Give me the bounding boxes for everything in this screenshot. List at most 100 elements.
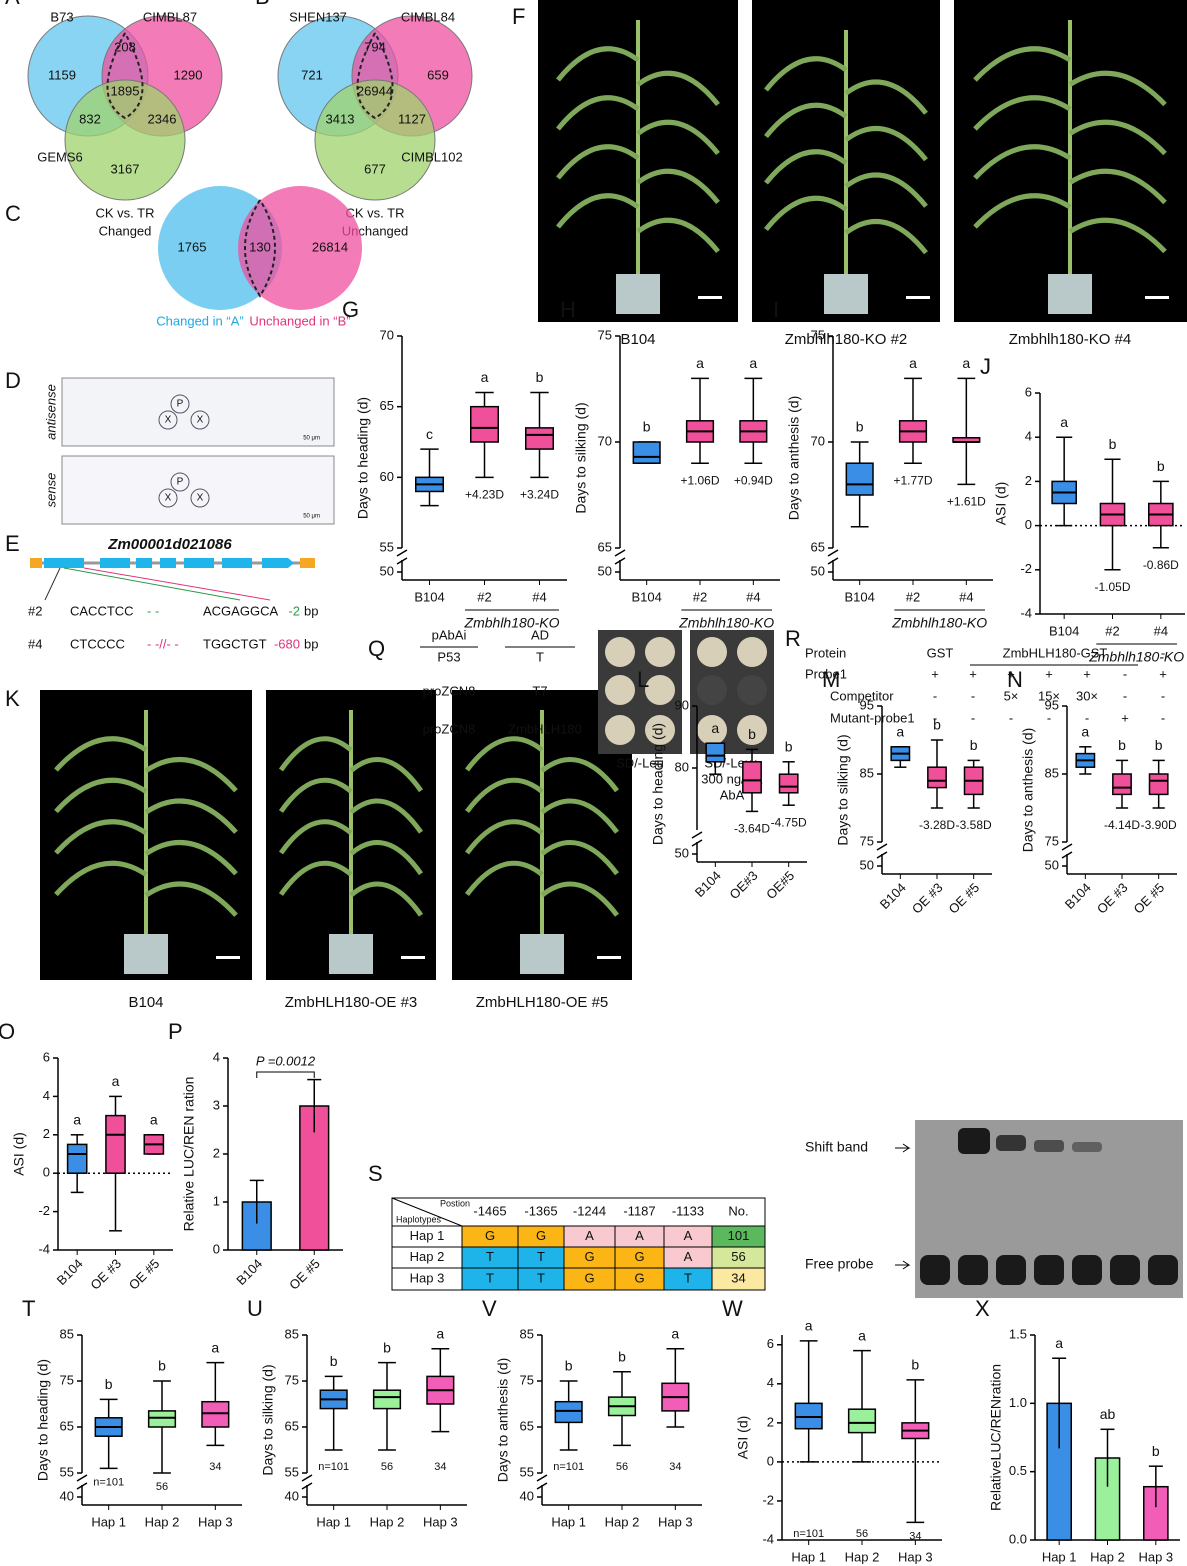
venn-count: 659 xyxy=(427,67,449,82)
row-label: Protein xyxy=(805,645,846,660)
leaf xyxy=(54,819,148,855)
allele: T xyxy=(486,1270,494,1285)
construct: proZCN8 xyxy=(423,683,476,698)
y-tick-label: 0.5 xyxy=(1009,1463,1027,1478)
sig-letter: b xyxy=(383,1339,391,1355)
sig-letter: a xyxy=(909,355,917,371)
box xyxy=(105,1114,126,1174)
leaf xyxy=(973,193,1072,229)
panel-letter: W xyxy=(722,1296,743,1321)
scale-bar xyxy=(906,296,930,299)
cell: - xyxy=(1047,710,1051,725)
y-tick-label: 0 xyxy=(43,1165,50,1180)
scale-bar xyxy=(698,296,722,299)
construct: proZCN8 xyxy=(423,721,476,736)
leaf xyxy=(1068,168,1167,205)
cell: - xyxy=(933,688,937,703)
axis-break xyxy=(396,549,408,565)
allele: G xyxy=(584,1270,594,1285)
n-label: 56 xyxy=(856,1528,868,1540)
construct: T xyxy=(536,649,544,664)
construct: P53 xyxy=(437,649,460,664)
unit: bp xyxy=(304,603,318,618)
y-tick-label: 2 xyxy=(43,1126,50,1141)
axis-break xyxy=(614,549,626,565)
x-tick-label: OE #5 xyxy=(946,880,983,917)
y-tick-label: 65 xyxy=(811,539,825,554)
row-id: #4 xyxy=(28,636,42,651)
box xyxy=(847,1408,877,1434)
corner: Haplotypes xyxy=(396,1214,442,1224)
y-axis-label: ASI (d) xyxy=(993,482,1009,526)
y-axis-label: Days to heading (d) xyxy=(355,397,371,519)
cell: + xyxy=(931,666,939,681)
caption: B104 xyxy=(128,994,163,1011)
leaf xyxy=(349,757,424,793)
sig-letter: a xyxy=(481,369,489,385)
caption: B104 xyxy=(620,331,655,348)
x-tick-label: Hap 2 xyxy=(605,1514,640,1529)
y-tick-label: -4 xyxy=(762,1531,774,1546)
venn-count: 2346 xyxy=(148,111,177,126)
section-label: sense xyxy=(43,473,58,508)
cell: - xyxy=(971,710,975,725)
venn-count: 1127 xyxy=(398,111,426,126)
annotation: -4.75D xyxy=(771,815,807,829)
box xyxy=(525,427,554,450)
y-tick-label: -2 xyxy=(1020,561,1032,576)
gel xyxy=(915,1120,1183,1298)
cell: - xyxy=(933,710,937,725)
y-tick-label: 75 xyxy=(860,833,874,848)
leaf xyxy=(349,840,424,876)
leaf xyxy=(556,193,640,229)
sig-letter: ab xyxy=(1100,1406,1116,1422)
axis-break xyxy=(876,843,888,859)
panel-letter: B xyxy=(255,0,270,9)
sig-letter: a xyxy=(1060,414,1068,430)
y-tick-label: 80 xyxy=(675,759,689,774)
y-tick-label: 75 xyxy=(60,1372,74,1387)
sig-letter: b xyxy=(536,369,544,385)
group-label: Zmbhlh180-KO xyxy=(891,615,987,631)
leaf xyxy=(349,798,424,834)
sig-letter: b xyxy=(1155,737,1163,753)
annotation: +0.94D xyxy=(734,473,773,487)
count: 56 xyxy=(731,1249,745,1264)
y-axis-label: Days to silking (d) xyxy=(573,402,589,513)
leaf xyxy=(465,860,544,897)
section-label: antisense xyxy=(43,384,58,440)
y-tick-label: 4 xyxy=(1025,429,1032,444)
x-tick-label: Hap 1 xyxy=(551,1514,586,1529)
seq: TGGCTGT xyxy=(203,636,267,651)
position: -1365 xyxy=(524,1203,557,1218)
cell xyxy=(158,410,178,430)
position: -1133 xyxy=(672,1203,704,1218)
cell-label: P xyxy=(177,477,184,488)
annotation: -3.28D xyxy=(919,818,955,832)
row-label: Mutant-probe1 xyxy=(830,710,915,725)
y-tick-label: 2 xyxy=(767,1414,774,1429)
sig-letter: a xyxy=(858,1327,866,1343)
venn-core xyxy=(244,199,276,298)
panel-letter: P xyxy=(168,1019,183,1044)
sig-letter: b xyxy=(933,717,941,733)
row-id: #2 xyxy=(28,603,42,618)
sig-letter: c xyxy=(426,426,433,442)
cell xyxy=(190,488,210,508)
n-label: 34 xyxy=(669,1461,681,1473)
y-tick-label: 75 xyxy=(285,1372,299,1387)
y-tick-label: 40 xyxy=(60,1488,74,1503)
y-tick-label: 70 xyxy=(380,327,394,342)
y-tick-label: 65 xyxy=(60,1418,74,1433)
leaf xyxy=(144,881,238,917)
set-label: Changed in “A” xyxy=(156,313,243,328)
pot xyxy=(616,274,660,314)
box xyxy=(470,405,499,443)
x-tick-label: OE#5 xyxy=(763,868,797,902)
leaf xyxy=(144,757,238,793)
panel-letter: N xyxy=(1007,667,1023,692)
annotation: +1.77D xyxy=(893,473,932,487)
arrow xyxy=(895,1260,911,1270)
box xyxy=(372,1389,402,1410)
set-label: CIMBL102 xyxy=(401,149,462,164)
